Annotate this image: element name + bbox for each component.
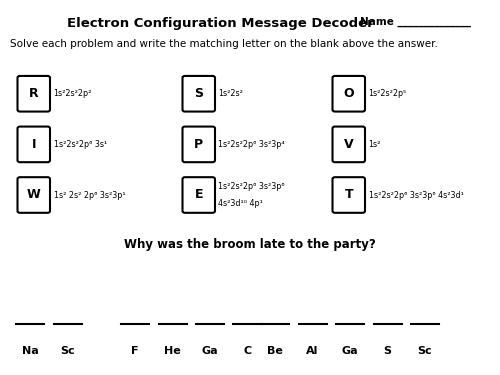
Text: E: E <box>194 189 203 201</box>
Text: 1s²2s²2p⁶ 3s¹: 1s²2s²2p⁶ 3s¹ <box>54 140 107 149</box>
Text: He: He <box>164 346 181 355</box>
Text: Ga: Ga <box>202 346 218 355</box>
Text: T: T <box>344 189 353 201</box>
FancyBboxPatch shape <box>332 127 365 162</box>
Text: Sc: Sc <box>418 346 432 355</box>
Text: Solve each problem and write the matching letter on the blank above the answer.: Solve each problem and write the matchin… <box>10 39 438 50</box>
Text: Be: Be <box>267 346 283 355</box>
Text: Al: Al <box>306 346 318 355</box>
FancyBboxPatch shape <box>182 177 215 213</box>
FancyBboxPatch shape <box>18 127 50 162</box>
FancyBboxPatch shape <box>332 177 365 213</box>
FancyBboxPatch shape <box>18 76 50 112</box>
Text: V: V <box>344 138 354 151</box>
Text: S: S <box>384 346 392 355</box>
Text: 1s²2s²2p⁶ 3s²3p⁶: 1s²2s²2p⁶ 3s²3p⁶ <box>218 182 285 191</box>
Text: Na: Na <box>22 346 38 355</box>
Text: I: I <box>32 138 36 151</box>
Text: 1s²2s²2p⁵: 1s²2s²2p⁵ <box>368 89 407 98</box>
FancyBboxPatch shape <box>182 76 215 112</box>
Text: F: F <box>131 346 139 355</box>
Text: 1s²2s²2p⁶ 3s²3p⁶ 4s²3d¹: 1s²2s²2p⁶ 3s²3p⁶ 4s²3d¹ <box>368 190 464 200</box>
Text: 1s² 2s² 2p⁶ 3s²3p¹: 1s² 2s² 2p⁶ 3s²3p¹ <box>54 190 125 200</box>
Text: C: C <box>244 346 252 355</box>
Text: Why was the broom late to the party?: Why was the broom late to the party? <box>124 238 376 251</box>
Text: Electron Configuration Message Decoder: Electron Configuration Message Decoder <box>66 17 374 30</box>
Text: O: O <box>344 87 354 100</box>
Text: 1s²: 1s² <box>368 140 381 149</box>
Text: 1s²2s²2p⁶ 3s²3p⁴: 1s²2s²2p⁶ 3s²3p⁴ <box>218 140 285 149</box>
Text: R: R <box>29 87 38 100</box>
Text: Name ______________: Name ______________ <box>360 17 471 27</box>
Text: 4s²3d¹⁰ 4p¹: 4s²3d¹⁰ 4p¹ <box>218 199 264 208</box>
Text: Ga: Ga <box>342 346 358 355</box>
Text: Sc: Sc <box>60 346 75 355</box>
Text: P: P <box>194 138 203 151</box>
FancyBboxPatch shape <box>332 76 365 112</box>
Text: 1s²2s²: 1s²2s² <box>218 89 244 98</box>
Text: S: S <box>194 87 203 100</box>
Text: W: W <box>27 189 40 201</box>
FancyBboxPatch shape <box>182 127 215 162</box>
FancyBboxPatch shape <box>18 177 50 213</box>
Text: 1s²2s²2p²: 1s²2s²2p² <box>54 89 92 98</box>
